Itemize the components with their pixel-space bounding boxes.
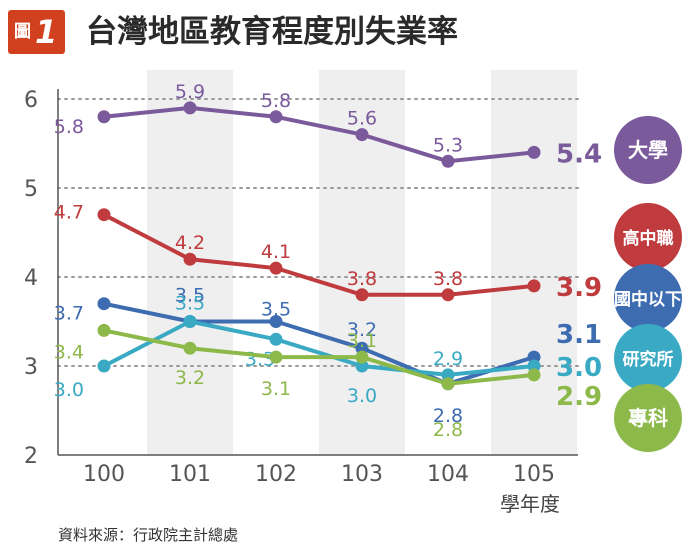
data-point-大學 [355,128,369,142]
data-label: 3.1 [347,330,377,352]
data-label: 3.2 [347,319,377,341]
x-tick-label: 100 [83,462,125,487]
data-label: 3.1 [261,378,291,400]
data-point-研究所 [527,359,541,373]
x-tick-label: 105 [513,462,555,487]
x-tick-label: 103 [341,462,383,487]
legend-badge [614,384,682,452]
data-point-專科 [355,350,369,364]
series-line-大學 [103,105,535,164]
y-tick-label: 2 [24,444,38,469]
data-point-研究所 [269,332,283,346]
legend-badge [614,324,682,392]
data-point-大學 [269,110,283,124]
series-line-專科 [103,328,535,386]
data-point-高中職 [527,279,541,293]
data-label: 3.5 [175,285,205,307]
legend-label: 高中職 [623,228,674,249]
legend-badge [614,203,682,271]
data-point-高中職 [355,288,369,302]
y-tick-label: 6 [24,88,38,113]
data-label: 3.4 [54,341,84,363]
data-point-研究所 [355,359,369,373]
data-label: 4.7 [54,202,84,224]
data-point-國中以下 [355,341,369,355]
end-data-label: 5.4 [556,139,602,169]
data-point-大學 [441,154,455,168]
data-label: 5.6 [347,108,377,130]
y-tick-label: 5 [24,177,38,202]
chart-title: 台灣地區教育程度別失業率 [86,14,458,50]
data-point-專科 [441,377,455,391]
data-label: 5.8 [261,90,291,112]
y-tick-label: 3 [24,355,38,380]
legend-label: 專科 [628,406,668,430]
data-point-高中職 [183,252,197,266]
series-line-高中職 [103,212,535,297]
series-line-國中以下 [103,301,535,386]
end-data-label: 3.9 [556,273,602,303]
series-line-研究所 [103,319,535,377]
data-label: 3.5 [261,299,291,321]
data-label: 3.8 [433,268,463,290]
data-label: 4.2 [175,232,205,254]
data-point-專科 [527,368,541,382]
data-label: 3.7 [54,303,84,325]
data-point-專科 [97,323,111,337]
background-band [491,70,577,455]
data-label: 5.8 [54,116,84,138]
x-tick-label: 102 [255,462,297,487]
x-axis-unit-label: 學年度 [500,492,560,516]
legend-label: 國中以下 [614,289,682,310]
legend-label: 研究所 [623,349,674,370]
figure-badge-number: 1 [35,13,58,51]
legend-badge [614,116,682,184]
data-point-高中職 [97,208,111,222]
x-tick-label: 101 [169,462,211,487]
data-label: 4.1 [261,241,291,263]
y-tick-label: 4 [24,266,38,291]
data-point-大學 [183,101,197,115]
data-label: 2.8 [433,405,463,427]
data-point-大學 [527,145,541,159]
data-point-研究所 [97,359,111,373]
end-data-label: 3.1 [556,320,602,350]
data-label: 3.0 [54,379,84,401]
data-label: 3.2 [175,367,205,389]
data-point-專科 [269,350,283,364]
data-label: 3.0 [347,385,377,407]
data-label: 5.3 [433,134,463,156]
x-tick-label: 104 [427,462,469,487]
data-point-研究所 [183,315,197,328]
data-point-國中以下 [527,350,541,364]
legend-badge [614,264,682,332]
source-note: 資料來源：行政院主計總處 [58,526,239,544]
data-label: 2.9 [433,348,463,370]
end-data-label: 2.9 [556,382,602,412]
end-data-label: 3.0 [556,353,602,383]
figure-badge: 圖 1 [8,10,66,54]
data-point-國中以下 [97,297,111,311]
data-point-大學 [97,110,111,124]
data-label: 5.9 [175,81,205,103]
data-label: 3.5 [175,293,205,315]
data-point-研究所 [441,368,455,382]
data-point-國中以下 [269,315,283,328]
data-label: 3.8 [347,268,377,290]
legend-label: 大學 [628,138,668,162]
data-point-專科 [183,341,197,355]
data-label: 2.8 [433,419,463,441]
data-point-高中職 [441,288,455,302]
figure-badge-word: 圖 [14,21,31,42]
data-point-高中職 [269,261,283,275]
